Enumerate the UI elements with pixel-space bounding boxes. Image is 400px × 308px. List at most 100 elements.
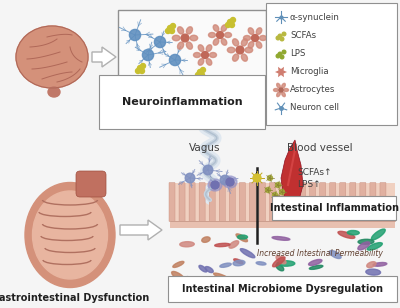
FancyBboxPatch shape [170,221,395,228]
FancyBboxPatch shape [310,183,316,221]
Ellipse shape [373,262,387,266]
Polygon shape [120,220,162,240]
FancyBboxPatch shape [169,183,175,221]
Ellipse shape [232,54,239,61]
FancyBboxPatch shape [219,183,225,221]
Text: SCFAs: SCFAs [290,31,316,40]
Ellipse shape [172,271,185,281]
Circle shape [203,165,213,175]
Circle shape [181,34,189,42]
Ellipse shape [199,265,207,272]
Circle shape [230,22,234,27]
Ellipse shape [358,242,370,250]
Ellipse shape [223,176,237,188]
Ellipse shape [313,277,328,283]
Ellipse shape [214,273,229,279]
Circle shape [200,67,206,72]
FancyBboxPatch shape [229,183,235,221]
Text: Gastrointestinal Dysfunction: Gastrointestinal Dysfunction [0,293,149,303]
Ellipse shape [194,52,200,58]
Ellipse shape [220,263,231,267]
Ellipse shape [178,42,184,49]
Ellipse shape [367,243,382,250]
Circle shape [142,49,154,61]
Ellipse shape [329,251,341,258]
Ellipse shape [284,88,288,91]
Circle shape [276,183,280,188]
Text: Intestinal Inflammation: Intestinal Inflammation [270,203,398,213]
FancyBboxPatch shape [270,183,276,221]
Ellipse shape [276,256,286,264]
FancyBboxPatch shape [280,183,286,221]
FancyBboxPatch shape [199,183,205,221]
Ellipse shape [366,269,380,275]
FancyBboxPatch shape [209,183,215,221]
Ellipse shape [233,260,245,266]
Text: Astrocytes: Astrocytes [290,86,335,95]
Circle shape [282,50,286,54]
Ellipse shape [229,241,239,248]
FancyBboxPatch shape [179,183,185,221]
Circle shape [200,72,204,78]
Circle shape [252,34,258,42]
Circle shape [211,181,219,189]
FancyBboxPatch shape [370,183,376,221]
Ellipse shape [224,33,232,38]
Ellipse shape [367,262,376,268]
FancyBboxPatch shape [350,183,356,221]
Ellipse shape [256,262,266,265]
Ellipse shape [330,278,339,285]
Ellipse shape [190,35,198,41]
Ellipse shape [198,45,204,51]
Circle shape [226,178,234,186]
FancyBboxPatch shape [118,10,266,90]
Text: SCFAs↑
LPS↑: SCFAs↑ LPS↑ [297,168,332,189]
Ellipse shape [240,249,255,258]
Ellipse shape [185,277,199,285]
Text: LPS: LPS [290,50,305,59]
Circle shape [196,72,200,78]
Ellipse shape [245,47,253,53]
Circle shape [268,176,272,180]
Ellipse shape [206,59,212,65]
Ellipse shape [186,27,192,34]
Text: α-synuclein: α-synuclein [290,14,340,22]
Ellipse shape [260,35,266,40]
Circle shape [236,46,244,54]
Circle shape [168,26,172,30]
Ellipse shape [178,27,184,34]
FancyBboxPatch shape [189,183,195,221]
Ellipse shape [202,237,210,242]
Ellipse shape [277,261,295,266]
Ellipse shape [308,259,322,265]
Polygon shape [281,140,303,205]
Circle shape [266,188,270,192]
Circle shape [154,36,166,48]
Circle shape [276,54,280,58]
FancyBboxPatch shape [340,183,346,221]
Circle shape [136,68,140,74]
Ellipse shape [232,39,239,46]
Circle shape [138,66,142,71]
Circle shape [216,31,224,38]
Circle shape [228,19,232,25]
Circle shape [253,174,261,182]
Circle shape [185,173,195,183]
Ellipse shape [213,38,219,45]
Text: Increased Intestinal Permeability: Increased Intestinal Permeability [257,249,383,257]
Circle shape [230,18,236,22]
FancyBboxPatch shape [76,171,106,197]
Circle shape [220,175,230,185]
Text: Neuron cell: Neuron cell [290,103,339,112]
Ellipse shape [347,230,359,235]
Ellipse shape [208,179,222,191]
Ellipse shape [248,42,254,48]
FancyBboxPatch shape [300,183,306,221]
Ellipse shape [32,191,108,279]
Circle shape [198,70,202,75]
Ellipse shape [282,83,285,88]
Ellipse shape [227,47,235,53]
Circle shape [170,23,176,29]
Ellipse shape [338,231,355,238]
Ellipse shape [358,239,374,244]
